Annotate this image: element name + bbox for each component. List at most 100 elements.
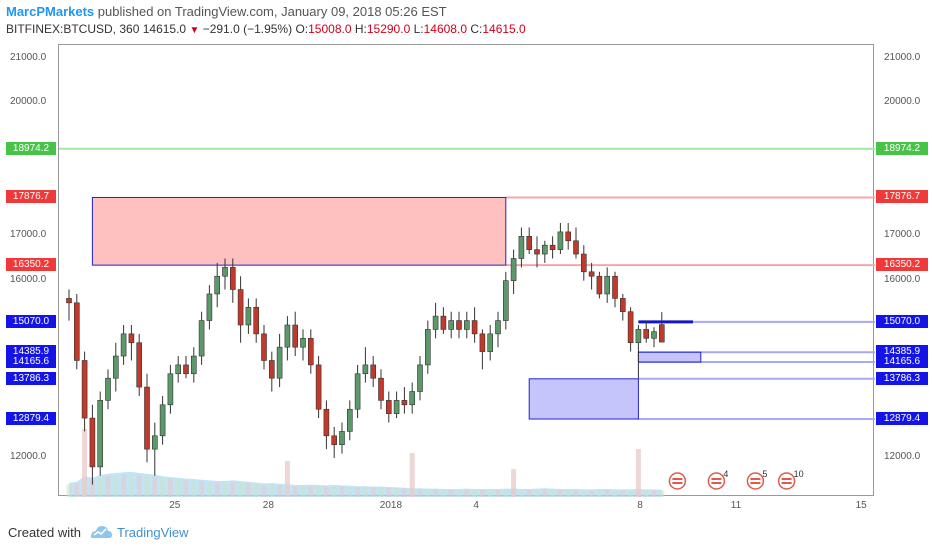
candle-body bbox=[323, 408, 330, 437]
high-value: 15290.0 bbox=[366, 22, 411, 36]
volume-bar bbox=[628, 490, 634, 497]
event-flag-stripe bbox=[711, 478, 722, 480]
candle-body bbox=[206, 293, 213, 321]
candle-body bbox=[315, 364, 322, 410]
y-axis-tick-right: 21000.0 bbox=[884, 52, 921, 63]
volume-bar bbox=[300, 486, 306, 497]
candle-body bbox=[612, 275, 618, 299]
candle-body bbox=[502, 280, 509, 321]
volume-bar bbox=[308, 485, 314, 497]
tradingview-brand[interactable]: TradingView bbox=[117, 525, 189, 540]
low-label: L: bbox=[413, 22, 424, 36]
candle-body bbox=[237, 289, 244, 326]
candle-body bbox=[549, 244, 556, 250]
price-label-right: 18974.2 bbox=[876, 141, 928, 155]
candle-body bbox=[339, 431, 345, 445]
candle-body bbox=[66, 298, 72, 304]
volume-bar bbox=[277, 485, 283, 497]
y-axis-tick-right: 12000.0 bbox=[884, 451, 921, 462]
volume-bar bbox=[557, 489, 563, 497]
chart-header: MarcPMarkets published on TradingView.co… bbox=[0, 0, 932, 42]
volume-bar bbox=[191, 480, 197, 497]
volume-spike bbox=[511, 469, 517, 497]
volume-bar bbox=[542, 489, 548, 497]
candle-body bbox=[120, 333, 127, 357]
volume-bar bbox=[550, 489, 556, 497]
volume-bar bbox=[66, 484, 72, 497]
x-axis-tick: 8 bbox=[637, 500, 643, 511]
volume-spike bbox=[284, 461, 290, 497]
volume-spike bbox=[635, 449, 641, 497]
candle-body bbox=[627, 311, 634, 344]
candle-body bbox=[300, 337, 306, 348]
volume-bar bbox=[292, 486, 298, 497]
volume-bar bbox=[386, 488, 392, 497]
tradingview-logo-icon[interactable] bbox=[88, 522, 114, 542]
event-flag-icon bbox=[668, 472, 687, 490]
candle-body bbox=[144, 386, 150, 450]
volume-bar bbox=[199, 481, 205, 497]
candle-body bbox=[183, 364, 189, 375]
event-flag-icon bbox=[746, 472, 765, 490]
price-label-left: 12879.4 bbox=[6, 412, 56, 425]
volume-bar bbox=[160, 478, 166, 497]
candle-body bbox=[619, 298, 626, 312]
candle-body bbox=[463, 320, 470, 330]
symbol-label[interactable]: BITFINEX:BTCUSD, 360 bbox=[6, 22, 140, 36]
candle-body bbox=[495, 320, 501, 335]
volume-bar bbox=[323, 486, 329, 497]
candle-body bbox=[635, 329, 642, 344]
candle-body bbox=[580, 253, 587, 273]
volume-bar bbox=[97, 477, 103, 497]
price-label-left: 18974.2 bbox=[6, 141, 56, 155]
candle-body bbox=[565, 231, 572, 242]
published-text: published on TradingView.com, January 09… bbox=[97, 4, 447, 19]
candle-body bbox=[308, 337, 314, 366]
x-axis-tick: 15 bbox=[855, 500, 867, 511]
candle-body bbox=[362, 364, 369, 375]
candle-body bbox=[643, 329, 650, 339]
candle-body bbox=[526, 236, 533, 250]
volume-bar bbox=[370, 487, 376, 497]
resistance-zone bbox=[91, 196, 507, 266]
candle-body bbox=[424, 329, 431, 366]
volume-spike bbox=[409, 453, 415, 497]
volume-bar bbox=[269, 484, 275, 497]
price-label-right: 16350.2 bbox=[876, 258, 928, 272]
candle-body bbox=[136, 342, 142, 388]
volume-bar bbox=[89, 479, 95, 497]
candle-body bbox=[651, 331, 657, 339]
volume-bar bbox=[167, 479, 173, 497]
event-flag-stripe bbox=[711, 482, 722, 484]
author-link[interactable]: MarcPMarkets bbox=[6, 4, 95, 19]
candle-body bbox=[487, 333, 494, 352]
volume-bar bbox=[495, 489, 501, 497]
candle-body bbox=[417, 364, 423, 392]
volume-bar bbox=[331, 486, 337, 497]
candlestick-chart[interactable]: 4 5 10 bbox=[59, 45, 875, 497]
candle-body bbox=[596, 275, 603, 295]
volume-bar bbox=[394, 488, 400, 497]
event-flag-stripe bbox=[672, 482, 683, 484]
volume-bar bbox=[620, 490, 626, 497]
volume-bar bbox=[440, 489, 446, 497]
volume-bar bbox=[589, 490, 595, 497]
x-axis-tick: 25 bbox=[169, 500, 181, 511]
candle-body bbox=[604, 275, 611, 295]
volume-bar bbox=[105, 476, 111, 497]
candle-body bbox=[354, 373, 361, 410]
x-axis-tick: 4 bbox=[473, 500, 479, 511]
candle-body bbox=[128, 333, 135, 344]
chart-pane[interactable]: 4 5 10 bbox=[58, 44, 875, 497]
event-flag-icon bbox=[777, 472, 796, 490]
candle-body bbox=[152, 435, 158, 450]
volume-bar bbox=[113, 475, 119, 497]
candle-body bbox=[175, 364, 181, 375]
volume-bar bbox=[362, 487, 368, 497]
volume-bar bbox=[464, 489, 470, 497]
volume-bar bbox=[534, 489, 540, 497]
support-zone bbox=[637, 351, 702, 363]
volume-bar bbox=[347, 486, 353, 497]
candle-body bbox=[167, 373, 174, 406]
volume-bar bbox=[214, 482, 220, 497]
